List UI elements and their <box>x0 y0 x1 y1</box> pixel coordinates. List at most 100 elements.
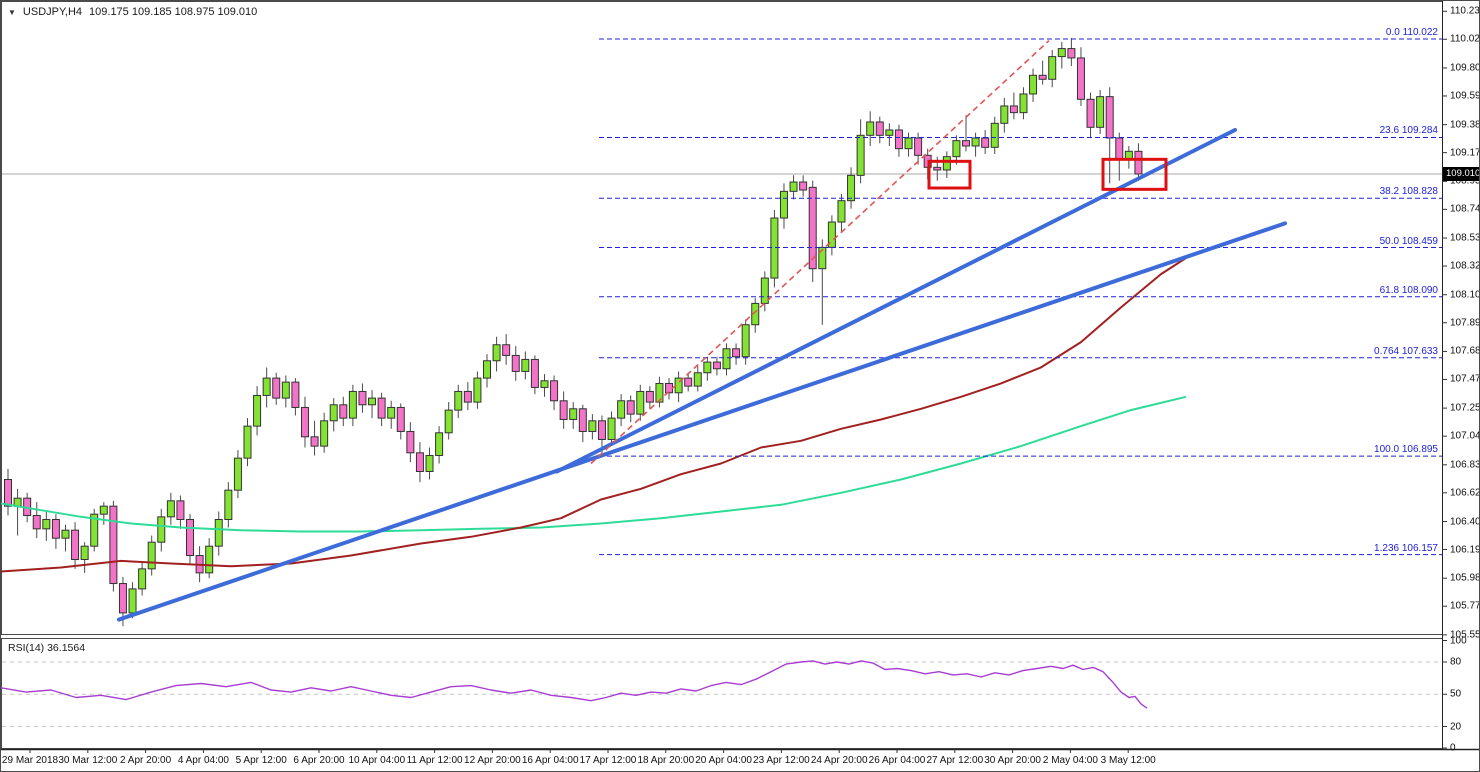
candle-body <box>511 354 520 372</box>
candle-body <box>80 545 89 561</box>
candle-body <box>722 348 731 370</box>
candle-body <box>61 529 70 539</box>
symbol-period-label: USDJPY,H4 <box>22 6 83 18</box>
candle-body <box>272 377 281 399</box>
candle-body <box>435 432 444 456</box>
rsi-panel[interactable] <box>1 638 1443 749</box>
candle-body <box>444 409 453 434</box>
candle-body <box>962 140 970 147</box>
chart-title-bar[interactable]: ▼ USDJPY,H4 109.175 109.185 108.975 109.01… <box>8 6 257 18</box>
candle-body <box>1115 137 1124 160</box>
highlight-box <box>1101 157 1168 191</box>
candle-body <box>281 381 290 399</box>
candle-body <box>770 217 779 279</box>
candle-body <box>214 519 223 547</box>
candle-body <box>1096 96 1105 128</box>
candle-body <box>118 583 127 614</box>
candle-body <box>751 302 760 326</box>
candle-body <box>157 516 166 543</box>
candle-body <box>463 390 472 403</box>
candle-body <box>1009 105 1018 114</box>
candle-body <box>942 156 951 171</box>
candle-body <box>693 372 702 387</box>
candle-body <box>4 478 12 507</box>
candle-body <box>387 406 396 419</box>
candle-body <box>1105 96 1114 139</box>
candle-body <box>933 166 942 171</box>
candle-body <box>540 380 549 388</box>
candle-body <box>1029 74 1038 95</box>
candle-body <box>32 515 41 530</box>
rsi-indicator-label: RSI(14) 36.1564 <box>8 642 86 654</box>
candle-body <box>856 134 865 176</box>
candle-body <box>578 408 587 432</box>
candle-body <box>597 420 606 440</box>
candle-body <box>607 417 616 440</box>
candle-body <box>1067 48 1076 59</box>
candle-body <box>396 406 405 432</box>
red-dashed-trendline <box>590 40 1050 465</box>
candle-body <box>1000 105 1009 124</box>
candle-body <box>224 489 233 521</box>
candle-body <box>1076 57 1085 100</box>
candle-body <box>243 425 252 459</box>
candle-body <box>588 420 597 432</box>
candle-body <box>454 390 463 411</box>
candle-body <box>875 121 884 136</box>
candle-body <box>1134 150 1143 175</box>
chevron-down-icon[interactable]: ▼ <box>8 7 16 17</box>
candle-body <box>655 382 664 403</box>
candle-body <box>262 377 271 396</box>
candle-body <box>205 545 214 574</box>
current-price-badge: 109.010 <box>1443 167 1479 181</box>
candle-body <box>617 400 626 419</box>
rsi-line <box>1 660 1148 709</box>
candle-body <box>320 420 329 447</box>
candle-body <box>981 137 990 148</box>
candle-body <box>779 190 788 219</box>
candle-body <box>233 457 242 491</box>
candle-body <box>894 129 903 150</box>
candle-body <box>741 324 750 358</box>
candle-body <box>703 361 712 374</box>
ma-darkred <box>1 257 1187 573</box>
candle-body <box>837 200 846 223</box>
candle-body <box>502 344 511 356</box>
candle-body <box>176 500 185 521</box>
support-trendline-steep <box>555 127 1237 474</box>
candle-body <box>885 129 894 136</box>
candle-body <box>377 397 386 419</box>
candle-body <box>339 404 348 419</box>
candle-body <box>904 137 913 150</box>
ohlc-values: 109.175 109.185 108.975 109.010 <box>89 6 258 18</box>
candle-body <box>1057 48 1066 58</box>
candle-body <box>358 390 367 406</box>
candle-body <box>186 519 195 557</box>
candle-body <box>732 348 741 358</box>
candle-body <box>368 397 377 406</box>
candle-body <box>348 390 357 419</box>
candle-body <box>847 174 856 202</box>
candle-body <box>818 246 827 270</box>
candle-body <box>1048 56 1057 80</box>
candlesticks <box>4 37 1143 627</box>
candle-body <box>166 500 175 518</box>
highlight-box <box>927 159 972 190</box>
candle-body <box>473 377 482 403</box>
candle-body <box>291 381 300 408</box>
candle-body <box>952 140 961 158</box>
candle-body <box>550 380 559 402</box>
candle-body <box>128 588 137 614</box>
ma-green <box>1 395 1187 533</box>
candle-body <box>866 121 875 136</box>
candle-body <box>808 186 817 270</box>
support-trendline-long <box>117 221 1287 622</box>
candle-body <box>569 408 578 420</box>
main-chart-panel[interactable] <box>1 1 1443 635</box>
candle-body <box>1038 74 1047 80</box>
candle-body <box>329 404 338 422</box>
candle-body <box>789 181 798 192</box>
candle-body <box>138 568 147 590</box>
